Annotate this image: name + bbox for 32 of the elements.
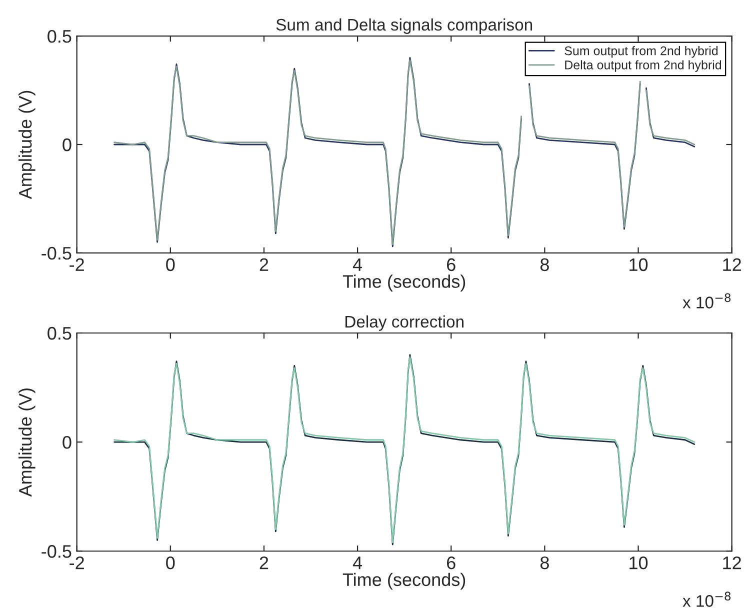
y-axis-title: Amplitude (V)	[18, 90, 36, 200]
x-tick-label: 6	[447, 556, 456, 570]
x-tick-label: 4	[352, 258, 362, 271]
chart-title: Sum and Delta signals comparison	[276, 18, 532, 34]
x-axis-title: Time (seconds)	[342, 572, 466, 590]
x-tick-label: 0	[166, 556, 175, 570]
y-tick-label: 0.5	[48, 30, 72, 43]
legend-label: Sum output from 2nd hybrid	[564, 46, 718, 58]
y-tick-label: -0.5	[42, 545, 72, 558]
x-tick-label: 12	[723, 556, 741, 570]
x-tick-label: 2	[260, 258, 268, 271]
y-tick-label: 0	[62, 138, 72, 152]
x-tick-label: 2	[260, 556, 268, 570]
x-tick-label: 0	[166, 258, 175, 272]
x-tick-label: 4	[352, 556, 362, 570]
text: x 10$^{−8}$	[682, 293, 731, 308]
y-axis-title: Amplitude (V)	[18, 388, 36, 497]
y-tick-label: -0.5	[42, 246, 72, 260]
x-tick-label: -2	[70, 258, 84, 271]
x-tick-label: 8	[540, 258, 549, 272]
x-axis-title: Time (seconds)	[342, 274, 466, 292]
text: x 10$^{−8}$	[682, 592, 731, 607]
y-tick-label: 0	[62, 436, 72, 449]
x-tick-label: 10	[630, 258, 648, 272]
legend-label: Delta output from 2nd hybrid	[565, 60, 722, 72]
x-tick-label: 8	[540, 556, 549, 570]
x-tick-label: -2	[70, 556, 84, 570]
y-tick-label: 0.5	[48, 326, 72, 340]
chart-title: Delay correction	[345, 315, 464, 331]
x-tick-label: 12	[723, 258, 741, 271]
x-tick-label: 6	[447, 258, 456, 272]
x-tick-label: 10	[630, 556, 648, 570]
